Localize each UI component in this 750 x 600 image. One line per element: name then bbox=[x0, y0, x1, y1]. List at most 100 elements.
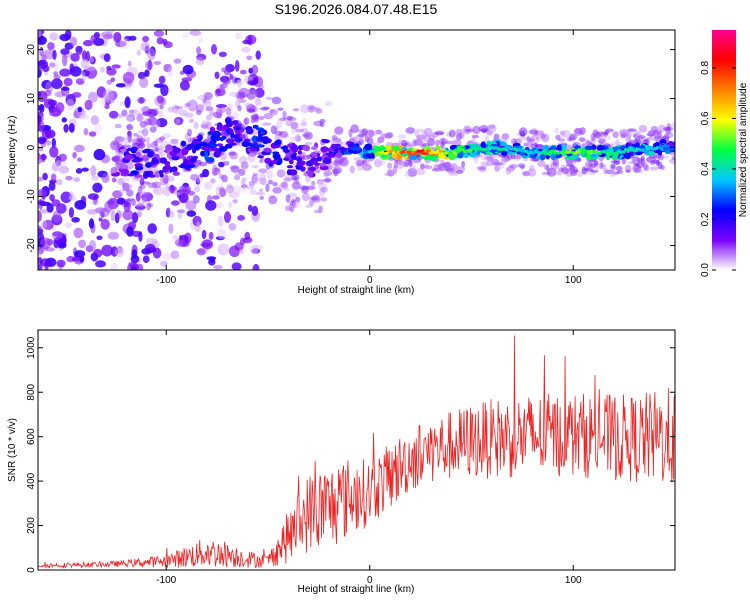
spectrogram-cell bbox=[73, 227, 84, 239]
spectrogram-cell bbox=[85, 66, 98, 79]
spectrogram-cell bbox=[263, 147, 272, 153]
spectrogram-cell bbox=[646, 156, 656, 163]
spectrogram-cell bbox=[324, 177, 331, 184]
spectrogram-cell bbox=[215, 88, 223, 93]
spectrogram-cell bbox=[127, 131, 132, 143]
spectrogram-cell bbox=[544, 164, 549, 171]
spectrogram-cell bbox=[170, 138, 179, 145]
spectrogram-cell bbox=[452, 139, 462, 146]
spectrogram-cell bbox=[230, 133, 236, 139]
spectrogram-cell bbox=[120, 148, 127, 152]
spectrogram-cell bbox=[277, 107, 284, 111]
spectrogram-cell bbox=[384, 172, 394, 177]
spectrogram-cell bbox=[246, 104, 256, 113]
spectrogram-cell bbox=[624, 164, 632, 173]
spectrogram-cell bbox=[249, 87, 256, 95]
spectrogram-cell bbox=[499, 136, 508, 143]
spectrogram-cell bbox=[650, 160, 655, 165]
spectrogram-cell bbox=[100, 66, 105, 73]
spectrogram-cell bbox=[411, 139, 417, 147]
spectrogram-cell bbox=[665, 126, 671, 135]
spectrogram-cell bbox=[158, 110, 164, 118]
spectrogram-cell bbox=[240, 134, 246, 138]
spectrogram-cell bbox=[307, 185, 316, 191]
spectrogram-xlabel: Height of straight line (km) bbox=[298, 285, 415, 296]
spectrogram-cell bbox=[248, 204, 253, 212]
spectrogram-cell bbox=[198, 141, 208, 147]
spectrogram-cell bbox=[127, 198, 135, 202]
spectrogram-cell bbox=[212, 111, 222, 119]
spectrogram-cell bbox=[671, 155, 675, 160]
spectrogram-cell bbox=[450, 163, 458, 171]
spectrogram-cell bbox=[522, 170, 531, 177]
spectrogram-cell bbox=[123, 201, 131, 213]
spectrogram-cell bbox=[77, 106, 83, 113]
spectrogram-cell bbox=[526, 141, 533, 149]
spectrogram-cell bbox=[312, 106, 321, 112]
spectrogram-cell bbox=[621, 150, 626, 154]
spectrogram-cell bbox=[560, 130, 571, 139]
spectrogram-cell bbox=[613, 160, 621, 165]
spectrogram-cell bbox=[89, 239, 97, 252]
spectrogram-cell bbox=[431, 132, 440, 138]
spectrogram-cell bbox=[401, 147, 408, 151]
spectrogram-cell bbox=[386, 169, 392, 174]
spectrogram-cell bbox=[255, 136, 262, 142]
spectrogram-cell bbox=[248, 180, 255, 187]
spectrogram-cell bbox=[210, 151, 215, 158]
spectrogram-cell bbox=[500, 158, 507, 166]
spectrogram-cell bbox=[294, 134, 301, 142]
spectrogram-cell bbox=[169, 184, 175, 194]
spectrogram-cell bbox=[179, 195, 187, 203]
spectrogram-cell bbox=[51, 162, 60, 172]
spectrogram-cell bbox=[624, 152, 631, 160]
spectrogram-cell bbox=[447, 167, 456, 176]
spectrogram-cell bbox=[49, 109, 62, 117]
spectrogram-cell bbox=[569, 166, 578, 175]
spectrogram-cell bbox=[43, 98, 56, 109]
spectrogram-cell bbox=[328, 153, 336, 158]
spectrogram-cell bbox=[96, 86, 107, 98]
spectrogram-cell bbox=[439, 159, 445, 163]
spectrogram-cell bbox=[330, 160, 337, 167]
spectrogram-cell bbox=[122, 182, 130, 192]
spectrogram-cell bbox=[167, 106, 174, 113]
spectrogram-cell bbox=[523, 171, 528, 176]
spectrogram-cell bbox=[58, 153, 67, 162]
y-tick-label: 800 bbox=[26, 383, 37, 400]
spectrogram-cell bbox=[666, 123, 671, 130]
spectrogram-cell bbox=[63, 123, 69, 133]
spectrogram-cell bbox=[74, 200, 87, 210]
spectrogram-cell bbox=[38, 189, 47, 198]
spectrogram-cell bbox=[480, 161, 489, 168]
spectrogram-cell bbox=[592, 163, 602, 170]
spectrogram-cell bbox=[418, 139, 425, 148]
spectrogram-cell bbox=[285, 194, 291, 203]
spectrogram-cell bbox=[156, 145, 164, 151]
spectrogram-cell bbox=[585, 161, 592, 166]
spectrogram-cell bbox=[38, 90, 48, 102]
spectrogram-cell bbox=[198, 36, 204, 44]
spectrogram-cell bbox=[594, 131, 601, 139]
spectrogram-cell bbox=[265, 96, 273, 101]
spectrogram-cell bbox=[74, 144, 85, 153]
colorbar-gradient bbox=[712, 30, 736, 270]
spectrogram-cell bbox=[590, 153, 598, 158]
spectrogram-cell bbox=[574, 127, 583, 137]
spectrogram-cell bbox=[251, 64, 259, 75]
spectrogram-cell bbox=[156, 118, 168, 128]
spectrogram-cell bbox=[307, 167, 317, 171]
spectrogram-cell bbox=[126, 124, 133, 131]
spectrogram-cell bbox=[579, 131, 584, 136]
spectrogram-cell bbox=[174, 239, 184, 247]
spectrogram-cell bbox=[610, 141, 616, 146]
spectrogram-cell bbox=[280, 146, 288, 150]
spectrogram-cell bbox=[540, 133, 546, 139]
spectrogram-cell bbox=[302, 132, 311, 138]
spectrogram-cell bbox=[121, 181, 126, 188]
spectrogram-cell bbox=[414, 131, 420, 137]
spectrogram-cell bbox=[318, 163, 327, 167]
spectrogram-cell bbox=[661, 136, 669, 140]
spectrogram-cell bbox=[330, 137, 339, 146]
